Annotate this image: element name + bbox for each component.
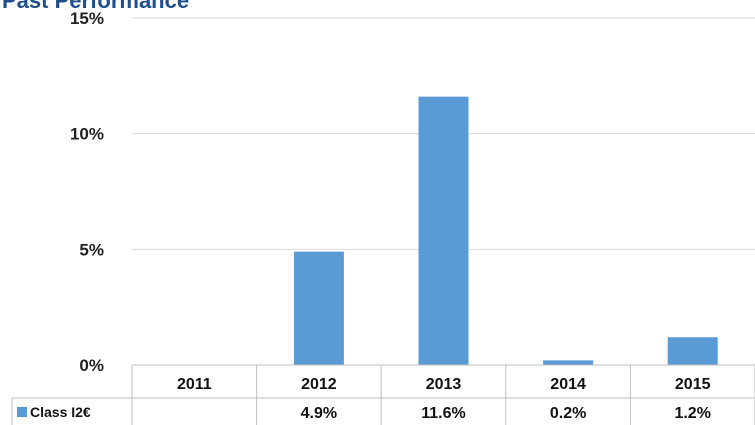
data-label: 1.2% [674,405,710,422]
x-category-label: 2012 [301,376,337,393]
x-category-label: 2013 [426,376,462,393]
x-category-label: 2014 [550,376,586,393]
x-category-label: 2015 [675,376,711,393]
data-table: 2011 2012 2013 2014 2015 Class I2€ 4.9% 11.6% 0.… [11,364,755,425]
data-label: 0.2% [550,405,586,422]
bar [543,360,594,365]
y-tick-label: 10% [70,125,104,144]
y-tick-label: 0% [79,356,104,375]
legend-swatch [17,407,27,417]
y-axis-ticks: 0% 5% 10% 15% [70,9,104,375]
bar [418,96,469,366]
chart-title: Past Performance [2,0,190,13]
bar [667,337,718,365]
x-category-label: 2011 [177,376,212,393]
legend-series-name: Class I2€ [30,404,91,420]
data-label: 11.6% [421,405,465,422]
bars [293,96,718,366]
y-tick-label: 5% [79,240,104,259]
bar [293,251,344,365]
y-tick-label: 15% [70,9,104,28]
data-label: 4.9% [301,405,337,422]
